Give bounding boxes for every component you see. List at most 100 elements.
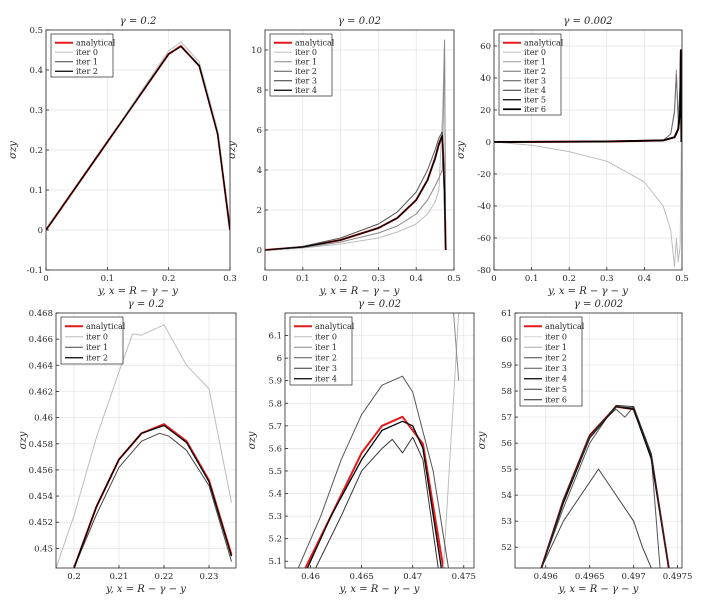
y-tick-label: 5.8 (268, 399, 282, 409)
legend-entry: iter 1 (315, 343, 337, 352)
chart-panel-2: 0 0.1 0.2 0.3 0.4 0.5 0 2 4 6 8 10 γ = 0.02 y, x = R … (227, 16, 461, 297)
y-tick-label: 5.1 (268, 557, 282, 567)
legend-entry: iter 2 (86, 354, 108, 363)
y-tick-label: 6 (277, 354, 282, 364)
series-line-iter-0 (442, 313, 474, 568)
y-tick-label: 5.9 (268, 377, 282, 387)
y-axis-label: σzy (227, 141, 238, 159)
legend-box (519, 316, 583, 407)
legend-box (498, 33, 562, 116)
y-axis-label: σzy (456, 141, 467, 159)
y-tick-label: 0.46 (34, 414, 53, 424)
legend-entry: iter 4 (545, 375, 567, 384)
legend-entry: analytical (295, 39, 335, 48)
series-line-iter-0 (265, 39, 447, 251)
y-tick-label: 54 (501, 491, 512, 501)
legend-entry: analytical (524, 39, 564, 48)
y-axis-label: σzy (18, 431, 29, 449)
series-line-iter-2 (73, 424, 233, 568)
y-tick-label: 0.458 (29, 440, 53, 450)
y-tick-label: 58 (501, 387, 512, 397)
series-line-iter-2 (46, 45, 230, 231)
legend-entry: iter 0 (76, 48, 98, 57)
x-tick-label: 0.3 (372, 274, 386, 284)
legend-entry: analytical (76, 39, 116, 48)
chart-panel-4: 0.2 0.21 0.22 0.23 0.45 0.452 0.454 0.456 0.458 0… (18, 299, 237, 595)
legend-entry: iter 3 (315, 364, 337, 373)
y-tick-label: 0.452 (29, 518, 53, 528)
x-axis-label: y, x = R − γ − y (339, 584, 420, 595)
y-tick-label: 0 (486, 138, 491, 148)
y-tick-label: 0.3 (29, 106, 43, 116)
chart-title: γ = 0.2 (128, 299, 165, 310)
y-tick-label: 53 (501, 517, 512, 527)
chart-title: γ = 0.2 (120, 16, 157, 27)
x-tick-label: 0.23 (200, 572, 219, 582)
x-axis-label: y, x = R − γ − y (319, 286, 400, 297)
legend-entry: iter 4 (524, 86, 546, 95)
legend-entry: iter 2 (295, 67, 317, 76)
y-tick-label: 5.4 (268, 490, 282, 500)
y-tick-label: 0.456 (29, 466, 53, 476)
y-tick-label: 52 (501, 543, 512, 553)
x-tick-label: 0 (491, 274, 496, 284)
y-tick-label: 20 (480, 106, 491, 116)
series-line-iter-3 (315, 436, 439, 568)
x-tick-label: 0.496 (534, 572, 558, 582)
legend-entry: analytical (315, 322, 355, 331)
x-tick-label: 0.4 (409, 274, 423, 284)
y-tick-label: -0.1 (27, 266, 43, 276)
y-tick-label: 6.1 (268, 332, 282, 342)
series-lines (540, 313, 670, 568)
x-tick-label: 0.3 (600, 274, 614, 284)
legend-entry: iter 1 (524, 58, 546, 67)
y-tick-label: 40 (480, 74, 491, 84)
y-tick-label: 0.45 (34, 544, 53, 554)
y-tick-label: 59 (501, 361, 512, 371)
series-line-iter-4 (265, 134, 447, 251)
series-line-iter-2 (540, 468, 652, 568)
y-tick-label: 61 (501, 309, 512, 319)
x-tick-label: 0.1 (525, 274, 539, 284)
chart-title: γ = 0.02 (358, 299, 401, 310)
series-lines (56, 324, 233, 568)
chart-title: γ = 0.002 (574, 299, 623, 310)
y-tick-label: 0 (38, 226, 43, 236)
legend-entry: iter 2 (524, 67, 546, 76)
legend-box (50, 33, 114, 78)
series-line-iter-2 (297, 375, 449, 568)
x-tick-label: 0.2 (162, 274, 176, 284)
y-tick-label: 0.466 (29, 335, 53, 345)
series-lines (265, 39, 447, 251)
x-tick-label: 0.2 (334, 274, 348, 284)
legend-entry: iter 1 (76, 58, 98, 67)
series-line-iter-1 (73, 432, 232, 568)
y-axis-label: σzy (477, 431, 488, 449)
legend-box (60, 316, 124, 365)
y-tick-label: -40 (477, 202, 491, 212)
axes-frame (264, 29, 455, 271)
legend-entry: iter 1 (545, 343, 567, 352)
y-tick-label: -60 (477, 234, 491, 244)
y-tick-label: -80 (477, 266, 491, 276)
y-axis-label: σzy (247, 431, 258, 449)
series-lines (494, 49, 682, 268)
series-line-iter-6 (494, 49, 682, 143)
legend-entry: iter 6 (545, 396, 567, 405)
y-tick-label: 0.468 (29, 309, 53, 319)
y-axis-label: σzy (8, 141, 19, 159)
y-tick-label: 8 (257, 86, 262, 96)
y-tick-label: 5.5 (268, 467, 282, 477)
legend-entry: iter 4 (315, 375, 337, 384)
x-tick-label: 0.4 (638, 274, 652, 284)
x-tick-label: 0.5 (675, 274, 689, 284)
y-tick-label: 2 (257, 206, 262, 216)
y-tick-label: 60 (480, 42, 491, 52)
y-tick-label: 0.5 (29, 26, 43, 36)
y-tick-label: 5.2 (268, 535, 282, 545)
legend-entry: iter 1 (295, 58, 317, 67)
x-axis-label: y, x = R − γ − y (105, 584, 186, 595)
legend-entry: iter 3 (545, 364, 567, 373)
